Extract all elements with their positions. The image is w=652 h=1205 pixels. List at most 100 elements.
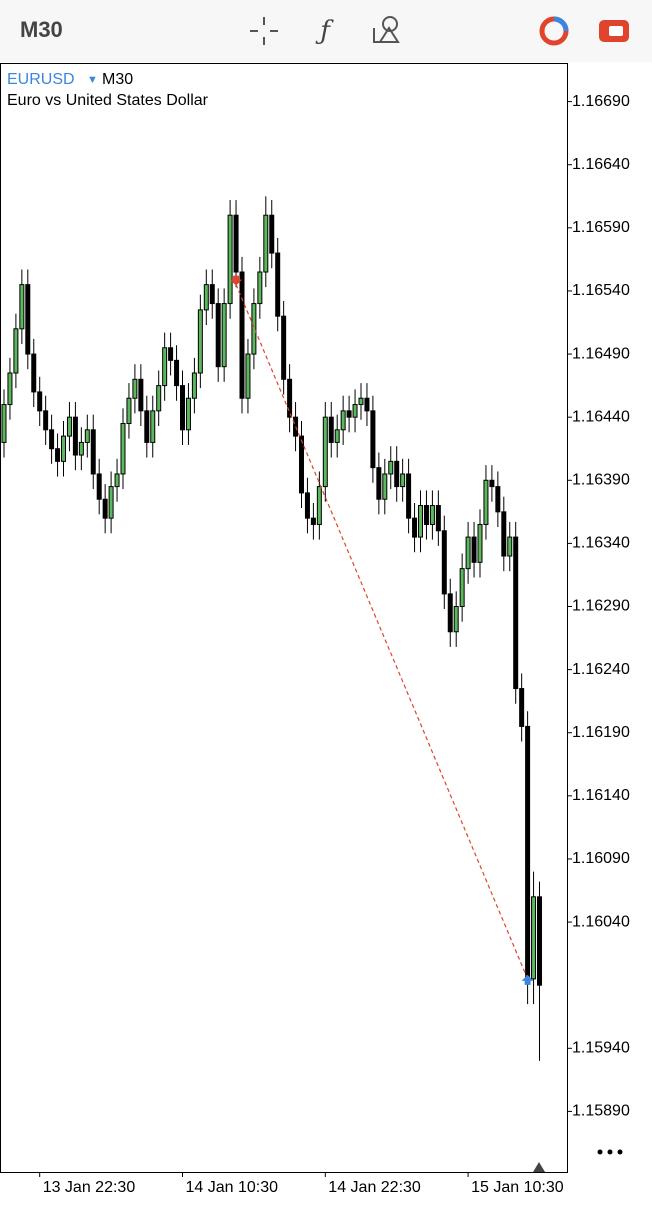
candle-body xyxy=(84,429,90,443)
candle-body xyxy=(364,397,370,412)
y-tick-label: 1.16140 xyxy=(572,787,630,804)
candle-body xyxy=(114,473,120,488)
candle-body xyxy=(191,372,197,399)
candle-body xyxy=(459,568,465,608)
timeframe-button[interactable]: M30 xyxy=(20,17,63,42)
y-tick-label: 1.16040 xyxy=(572,913,630,930)
candle-body xyxy=(227,214,233,305)
candle-body xyxy=(507,536,513,557)
chart-timeframe: M30 xyxy=(102,71,133,88)
candle-body xyxy=(108,486,114,519)
y-tick-label: 1.15890 xyxy=(572,1103,630,1120)
y-tick-label: 1.16440 xyxy=(572,408,630,425)
plot-frame xyxy=(0,63,568,1173)
candle-body xyxy=(245,353,251,399)
y-tick-label: 1.16390 xyxy=(572,472,630,489)
x-tick-label: 13 Jan 22:30 xyxy=(43,1179,136,1196)
more-menu[interactable] xyxy=(597,1149,623,1155)
candle-body xyxy=(269,214,275,254)
candle-body xyxy=(304,492,310,519)
candle-body xyxy=(102,498,108,519)
y-tick-label: 1.16690 xyxy=(572,93,630,110)
y-tick-label: 1.16640 xyxy=(572,156,630,173)
y-tick-label: 1.15940 xyxy=(572,1040,630,1057)
candle-body xyxy=(257,271,263,305)
clock-icon[interactable] xyxy=(539,16,569,46)
y-tick-label: 1.16240 xyxy=(572,661,630,678)
trade-icon[interactable] xyxy=(599,20,629,42)
y-tick-label: 1.16490 xyxy=(572,345,630,362)
candle-body xyxy=(37,391,43,412)
candle-body xyxy=(25,284,31,355)
candle-body xyxy=(334,429,340,443)
candle-body xyxy=(441,530,447,595)
candle-body xyxy=(275,252,281,317)
candle-body xyxy=(61,435,66,462)
candle-body xyxy=(203,284,209,311)
x-tick-label: 14 Jan 10:30 xyxy=(186,1179,279,1196)
candle-body xyxy=(239,271,245,399)
candle-body xyxy=(477,523,483,563)
x-tick-label: 15 Jan 10:30 xyxy=(471,1179,564,1196)
candle-body xyxy=(185,397,191,431)
candle-body xyxy=(429,505,435,525)
candle-body xyxy=(281,315,287,380)
candle-body xyxy=(13,328,19,374)
candle-body xyxy=(221,303,227,368)
candle-body xyxy=(174,359,180,387)
candle-body xyxy=(310,517,316,525)
y-tick-label: 1.16290 xyxy=(572,598,630,615)
candle-body xyxy=(316,486,322,525)
candle-body xyxy=(19,284,25,330)
candle-body xyxy=(346,410,352,418)
candle-body xyxy=(382,473,388,500)
candle-body xyxy=(483,479,489,525)
candle-body xyxy=(209,284,215,305)
candle-body xyxy=(138,378,144,412)
candle-body xyxy=(328,416,334,443)
symbol-name[interactable]: EURUSD xyxy=(7,71,75,88)
candle-body xyxy=(423,505,429,525)
candle-body xyxy=(162,347,168,387)
candle-body xyxy=(1,404,7,443)
candle-body xyxy=(120,422,126,475)
candle-body xyxy=(66,416,72,437)
indicators-icon[interactable]: ƒ xyxy=(315,16,334,46)
candle-body xyxy=(156,385,162,412)
candle-body xyxy=(388,460,394,475)
candle-body xyxy=(49,429,55,450)
candle-body xyxy=(418,505,423,538)
y-tick-label: 1.16590 xyxy=(572,219,630,236)
scroll-marker xyxy=(533,1162,545,1172)
candle-body xyxy=(322,416,328,488)
candle-body xyxy=(263,214,269,273)
y-tick-label: 1.16190 xyxy=(572,724,630,741)
candle-body xyxy=(465,536,471,570)
candle-body xyxy=(435,505,441,532)
candle-body xyxy=(394,460,400,488)
candle-body xyxy=(299,435,304,494)
candle-body xyxy=(233,214,239,273)
candle-body xyxy=(340,410,346,431)
candle-body xyxy=(168,347,174,361)
candle-body xyxy=(453,606,459,633)
candle-body xyxy=(531,896,537,980)
candle-body xyxy=(358,397,364,406)
candle-body xyxy=(55,448,61,462)
candle-body xyxy=(96,473,102,500)
buy-arrow xyxy=(521,974,534,985)
candle-body xyxy=(400,473,406,488)
candle-body xyxy=(144,410,150,443)
candle-body xyxy=(197,309,203,374)
objects-icon[interactable] xyxy=(373,16,400,43)
crosshair-icon[interactable] xyxy=(250,17,278,45)
y-tick-label: 1.16540 xyxy=(572,282,630,299)
candle-body xyxy=(513,536,519,690)
symbol-dropdown[interactable]: ▼ xyxy=(87,74,98,86)
symbol-description: Euro vs United States Dollar xyxy=(7,92,209,109)
candle-body xyxy=(72,416,78,456)
candle-body xyxy=(447,593,453,633)
candle-body xyxy=(90,429,96,475)
candle-body xyxy=(43,410,49,431)
